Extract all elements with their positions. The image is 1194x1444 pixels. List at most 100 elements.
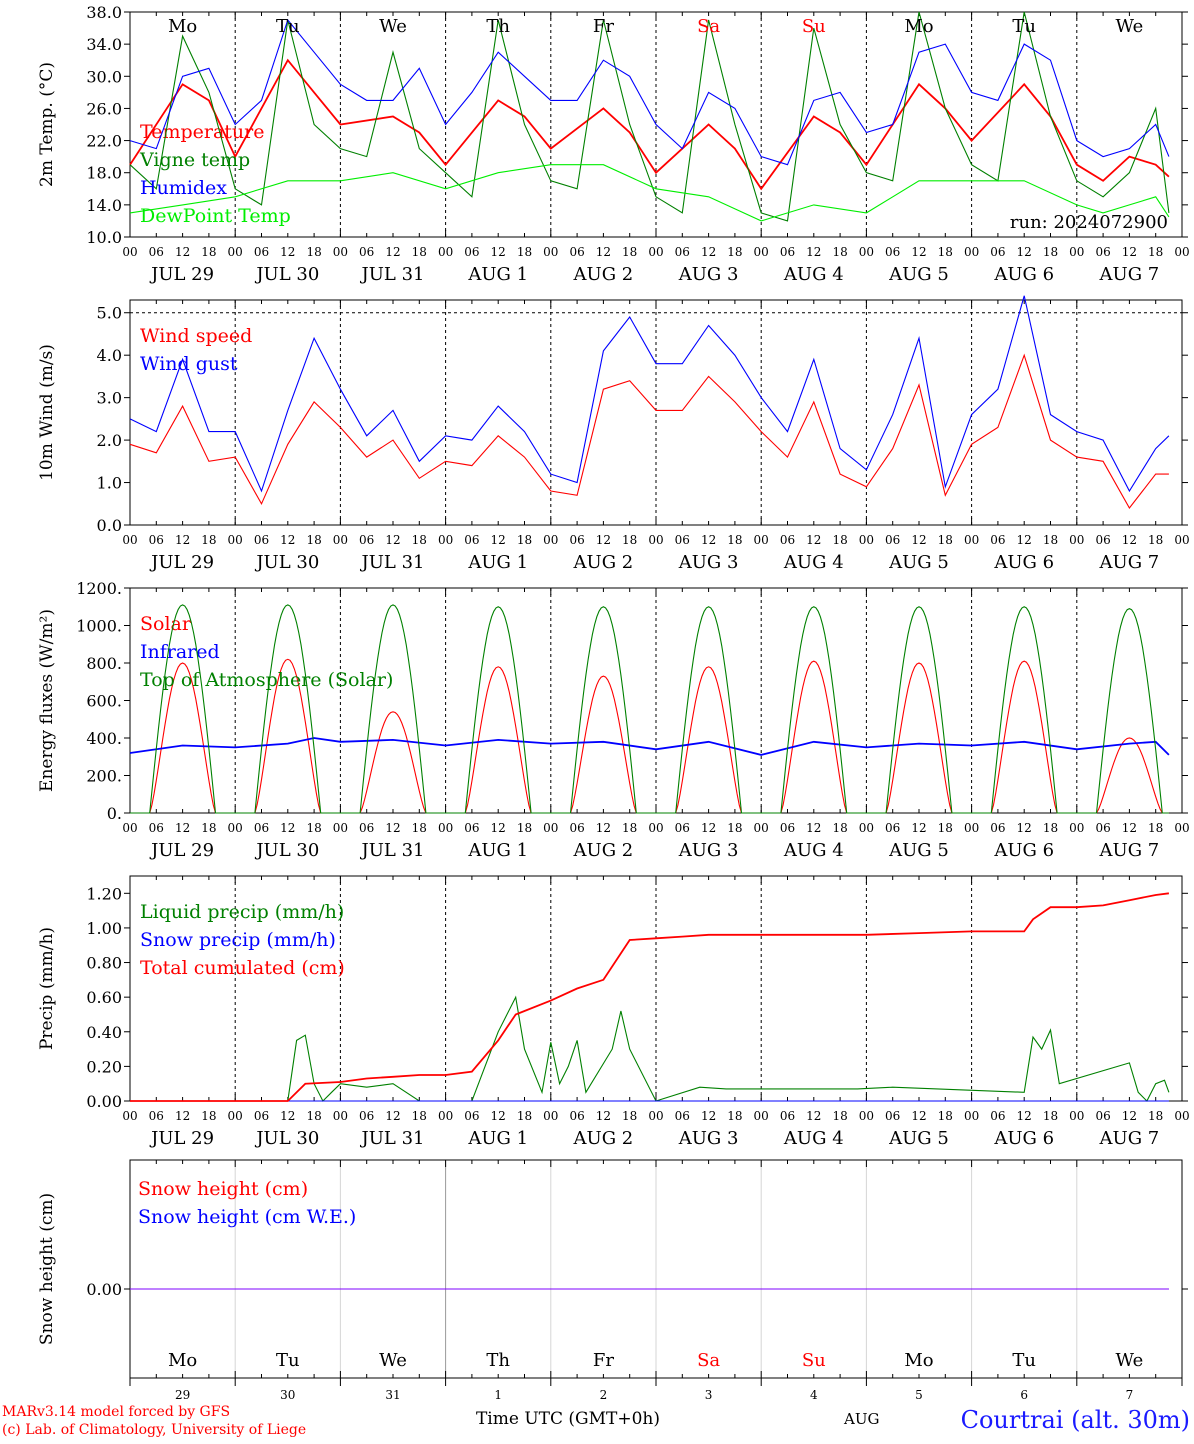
weekday-label: Su xyxy=(802,1350,826,1371)
hour-tick-label: 06 xyxy=(1095,1109,1110,1123)
hour-tick-label: 18 xyxy=(938,533,953,547)
hour-tick-label: 18 xyxy=(1043,245,1058,259)
hour-tick-label: 18 xyxy=(1148,245,1163,259)
hour-tick-label: 06 xyxy=(990,1109,1005,1123)
footer-lab-credit: (c) Lab. of Climatology, University of L… xyxy=(2,1422,306,1438)
date-label: JUL 30 xyxy=(254,1128,319,1149)
series-line-temperature xyxy=(129,58,1170,191)
date-label: JUL 30 xyxy=(254,840,319,861)
y-axis-label: Snow height (cm) xyxy=(37,1193,57,1345)
date-label: AUG 2 xyxy=(573,264,634,285)
hour-tick-label: 06 xyxy=(359,533,374,547)
hour-tick-label: 06 xyxy=(359,245,374,259)
hour-tick-label: 00 xyxy=(1069,821,1084,835)
date-label: JUL 31 xyxy=(360,1128,425,1149)
date-label: AUG 5 xyxy=(888,264,949,285)
hour-tick-label: 18 xyxy=(622,245,637,259)
hour-tick-label: 18 xyxy=(832,821,847,835)
series-line-dewpoint-temp xyxy=(129,164,1170,222)
hour-tick-label: 18 xyxy=(622,1109,637,1123)
hour-tick-label: 00 xyxy=(228,821,243,835)
footer-model-credit: MARv3.14 model forced by GFS xyxy=(2,1404,230,1420)
hour-tick-label: 12 xyxy=(491,1109,506,1123)
weekday-label: Sa xyxy=(697,16,720,37)
hour-tick-label: 06 xyxy=(780,245,795,259)
run-annotation: run: 2024072900 xyxy=(1010,212,1168,233)
hour-tick-label: 06 xyxy=(569,245,584,259)
hour-tick-label: 12 xyxy=(280,533,295,547)
hour-tick-label: 18 xyxy=(832,245,847,259)
series-line-total-cumulated-cm- xyxy=(130,892,1170,1102)
hour-tick-label: 06 xyxy=(254,1109,269,1123)
hour-tick-label: 12 xyxy=(280,1109,295,1123)
hour-tick-label: 00 xyxy=(1069,245,1084,259)
hour-tick-label: 00 xyxy=(333,1109,348,1123)
y-tick-label: 2.0 xyxy=(97,431,122,450)
hour-tick-label: 12 xyxy=(596,821,611,835)
legend-entry: Infrared xyxy=(140,641,220,663)
day-number-label: 1 xyxy=(494,1388,502,1402)
hour-tick-label: 00 xyxy=(333,821,348,835)
y-tick-label: 22.0 xyxy=(86,132,122,151)
legend-entry: Snow precip (mm/h) xyxy=(140,929,336,951)
hour-tick-label: 12 xyxy=(280,821,295,835)
day-number-label: 30 xyxy=(280,1388,295,1402)
date-label: AUG 2 xyxy=(573,840,634,861)
hour-tick-label: 00 xyxy=(859,533,874,547)
hour-tick-label: 06 xyxy=(780,1109,795,1123)
hour-tick-label: 18 xyxy=(306,1109,321,1123)
y-tick-label: 0.40 xyxy=(86,1023,122,1042)
hour-tick-label: 06 xyxy=(254,245,269,259)
hour-tick-label: 12 xyxy=(806,1109,821,1123)
hour-tick-label: 18 xyxy=(727,245,742,259)
y-tick-label: 1.20 xyxy=(86,884,122,903)
legend-entry: Wind gust xyxy=(140,353,238,375)
weekday-label: Tu xyxy=(1012,1350,1036,1371)
series-line-liquid-precip-mm-h- xyxy=(130,995,1170,1102)
day-number-label: 3 xyxy=(705,1388,713,1402)
date-label: AUG 6 xyxy=(993,264,1054,285)
y-tick-label: 0.00 xyxy=(86,1092,122,1111)
hour-tick-label: 06 xyxy=(149,1109,164,1123)
hour-tick-label: 12 xyxy=(1017,533,1032,547)
hour-tick-label: 06 xyxy=(569,533,584,547)
y-tick-label: 200. xyxy=(86,767,122,786)
hour-tick-label: 18 xyxy=(1148,533,1163,547)
hour-tick-label: 12 xyxy=(701,245,716,259)
date-label: AUG 1 xyxy=(467,264,528,285)
hour-tick-label: 18 xyxy=(727,821,742,835)
date-label: AUG 5 xyxy=(888,1128,949,1149)
date-label: JUL 31 xyxy=(360,840,425,861)
hour-tick-label: 18 xyxy=(306,533,321,547)
hour-tick-label: 00 xyxy=(1174,533,1189,547)
date-label: JUL 30 xyxy=(254,552,319,573)
date-label: AUG 7 xyxy=(1099,1128,1160,1149)
hour-tick-label: 12 xyxy=(596,533,611,547)
hour-tick-label: 12 xyxy=(806,533,821,547)
hour-tick-label: 18 xyxy=(1148,821,1163,835)
hour-tick-label: 12 xyxy=(175,533,190,547)
hour-tick-label: 06 xyxy=(464,245,479,259)
y-tick-label: 0.60 xyxy=(86,988,122,1007)
date-label: AUG 6 xyxy=(993,1128,1054,1149)
footer-month-label: AUG xyxy=(843,1410,879,1428)
y-tick-label: 0.20 xyxy=(86,1057,122,1076)
hour-tick-label: 12 xyxy=(911,1109,926,1123)
panel-frame xyxy=(129,587,1183,814)
hour-tick-label: 06 xyxy=(149,245,164,259)
legend-entry: DewPoint Temp xyxy=(140,205,291,227)
hour-tick-label: 06 xyxy=(464,533,479,547)
hour-tick-label: 00 xyxy=(859,245,874,259)
hour-tick-label: 18 xyxy=(517,533,532,547)
y-tick-label: 0.00 xyxy=(86,1280,122,1299)
hour-tick-label: 12 xyxy=(806,821,821,835)
hour-tick-label: 00 xyxy=(438,1109,453,1123)
panel-precip: 1.20 1.00 0.80 0.60 0.40 0.20 0.00 Precip (mm/h… xyxy=(37,875,1190,1149)
hour-tick-label: 00 xyxy=(754,821,769,835)
hour-tick-label: 18 xyxy=(412,1109,427,1123)
legend-entry: Humidex xyxy=(140,177,227,199)
hour-tick-label: 00 xyxy=(122,245,137,259)
hour-tick-label: 18 xyxy=(727,1109,742,1123)
date-label: JUL 31 xyxy=(360,552,425,573)
